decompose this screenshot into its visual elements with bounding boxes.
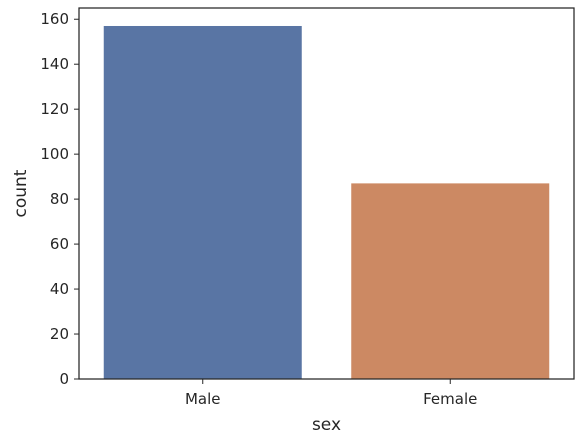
y-tick-label: 160: [40, 10, 69, 28]
plot-frame: [78, 7, 575, 380]
x-tick-label: Male: [185, 390, 221, 408]
y-tick-label: 0: [59, 370, 69, 388]
y-tick-label: 80: [50, 190, 69, 208]
x-tick-label: Female: [423, 390, 477, 408]
bar-female: [351, 183, 550, 379]
y-tick-label: 100: [40, 145, 69, 163]
y-tick-label: 20: [50, 325, 69, 343]
y-axis: 0 20 40 60 80 100 120 140 160: [40, 10, 79, 388]
y-tick-label: 140: [40, 55, 69, 73]
bar-male: [103, 25, 302, 379]
y-tick-label: 40: [50, 280, 69, 298]
y-axis-label: count: [11, 169, 31, 217]
y-tick-label: 60: [50, 235, 69, 253]
x-axis: Male Female: [185, 379, 477, 408]
x-axis-label: sex: [312, 415, 341, 435]
bars-group: [103, 25, 550, 379]
y-tick-label: 120: [40, 100, 69, 118]
